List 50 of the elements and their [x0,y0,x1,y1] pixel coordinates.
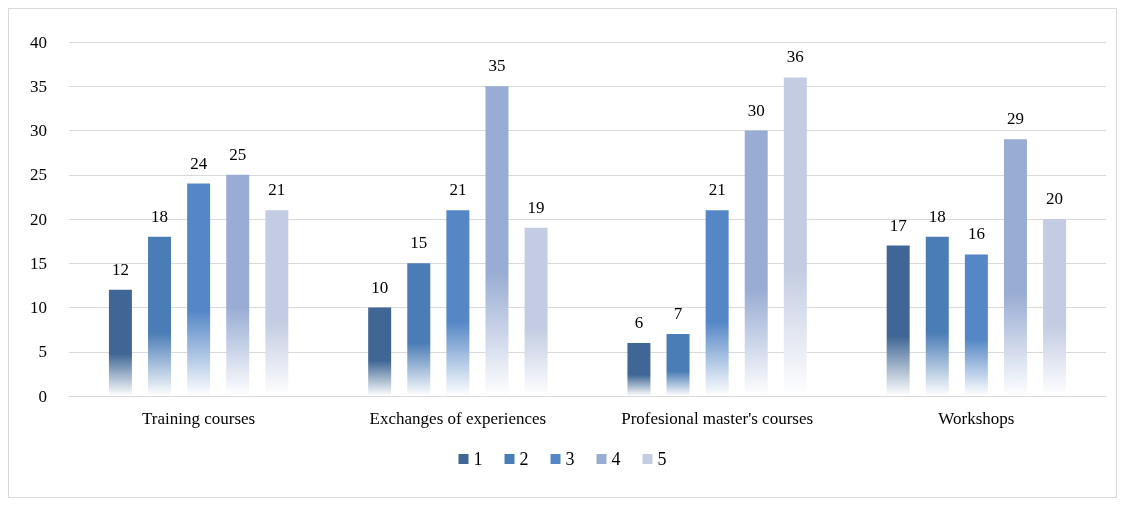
data-label: 16 [967,224,985,244]
data-label: 7 [673,304,683,324]
data-label: 6 [634,312,644,332]
y-tick-label: 30 [30,121,47,140]
data-label: 36 [786,47,804,67]
legend-label: 4 [611,449,621,469]
data-label: 21 [449,180,467,200]
x-tick-label: Workshops [938,409,1015,428]
data-label: 12 [111,259,129,279]
bar [886,245,910,396]
data-label: 15 [410,233,428,253]
y-tick-label: 15 [30,253,47,273]
data-label: 18 [151,206,169,226]
data-label: 29 [1006,109,1024,129]
y-tick-label: 40 [30,32,47,52]
y-tick-label: 0 [38,386,47,406]
bar [925,236,949,396]
y-tick-label: 35 [30,76,47,96]
bar [705,210,729,396]
x-tick-label: Exchanges of experiences [369,409,547,428]
x-tick-label: Profesional master's courses [621,409,814,428]
data-label: 35 [488,56,506,76]
bar [407,263,431,396]
data-label: 21 [708,180,726,200]
bar [666,334,690,396]
bar [627,342,651,396]
y-tick-label: 25 [30,165,47,185]
y-tick-label: 20 [30,209,47,229]
legend-label: 2 [519,449,529,469]
bar [148,236,172,396]
data-label: 25 [229,144,247,164]
data-label: 30 [747,100,765,120]
data-label: 18 [928,206,946,226]
bar [108,289,132,396]
legend-label: 1 [473,449,483,469]
data-label: 17 [889,215,908,235]
bar [964,254,988,396]
bar [446,210,470,396]
data-label: 10 [371,277,389,297]
data-label: 24 [190,153,208,173]
y-tick-label: 5 [38,342,47,362]
data-label: 20 [1046,189,1064,208]
legend-label: 3 [565,449,575,469]
y-tick-label: 10 [30,298,47,317]
data-label: 21 [268,180,286,200]
legend-label: 5 [657,449,667,469]
data-label: 19 [527,197,545,217]
bar [368,307,392,396]
x-tick-label: Training courses [142,409,256,428]
bar [187,183,211,396]
